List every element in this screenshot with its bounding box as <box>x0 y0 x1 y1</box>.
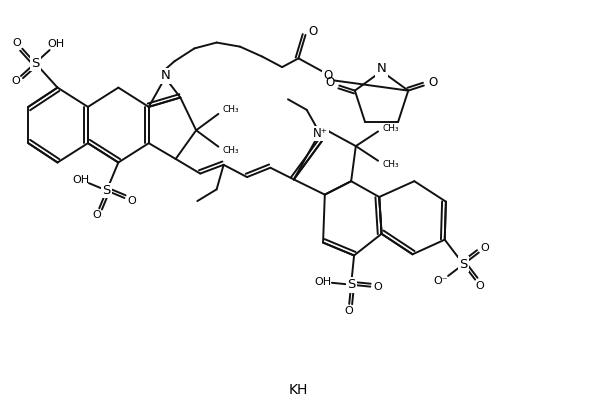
Text: OH: OH <box>48 39 64 49</box>
Text: OH: OH <box>72 175 90 185</box>
Text: O: O <box>374 282 382 293</box>
Text: O: O <box>127 196 136 206</box>
Text: N: N <box>160 69 170 83</box>
Text: S: S <box>459 258 467 271</box>
Text: O: O <box>308 25 317 38</box>
Text: O: O <box>429 76 438 89</box>
Text: N: N <box>377 62 386 76</box>
Text: O: O <box>475 281 484 290</box>
Text: CH₃: CH₃ <box>383 124 399 133</box>
Text: O: O <box>323 69 333 82</box>
Text: O: O <box>325 76 334 89</box>
Text: S: S <box>347 278 355 291</box>
Text: O: O <box>344 307 353 317</box>
Text: O: O <box>11 76 20 86</box>
Text: S: S <box>103 184 111 197</box>
Text: CH₃: CH₃ <box>383 160 399 169</box>
Text: O: O <box>481 243 489 253</box>
Text: O: O <box>13 38 21 48</box>
Text: N⁺: N⁺ <box>313 127 328 140</box>
Text: CH₃: CH₃ <box>223 146 239 155</box>
Text: O: O <box>92 210 101 220</box>
Text: CH₃: CH₃ <box>223 105 239 114</box>
Text: O⁻: O⁻ <box>434 276 448 286</box>
Text: S: S <box>31 56 39 70</box>
Text: OH: OH <box>315 277 332 287</box>
Text: KH: KH <box>289 383 308 397</box>
